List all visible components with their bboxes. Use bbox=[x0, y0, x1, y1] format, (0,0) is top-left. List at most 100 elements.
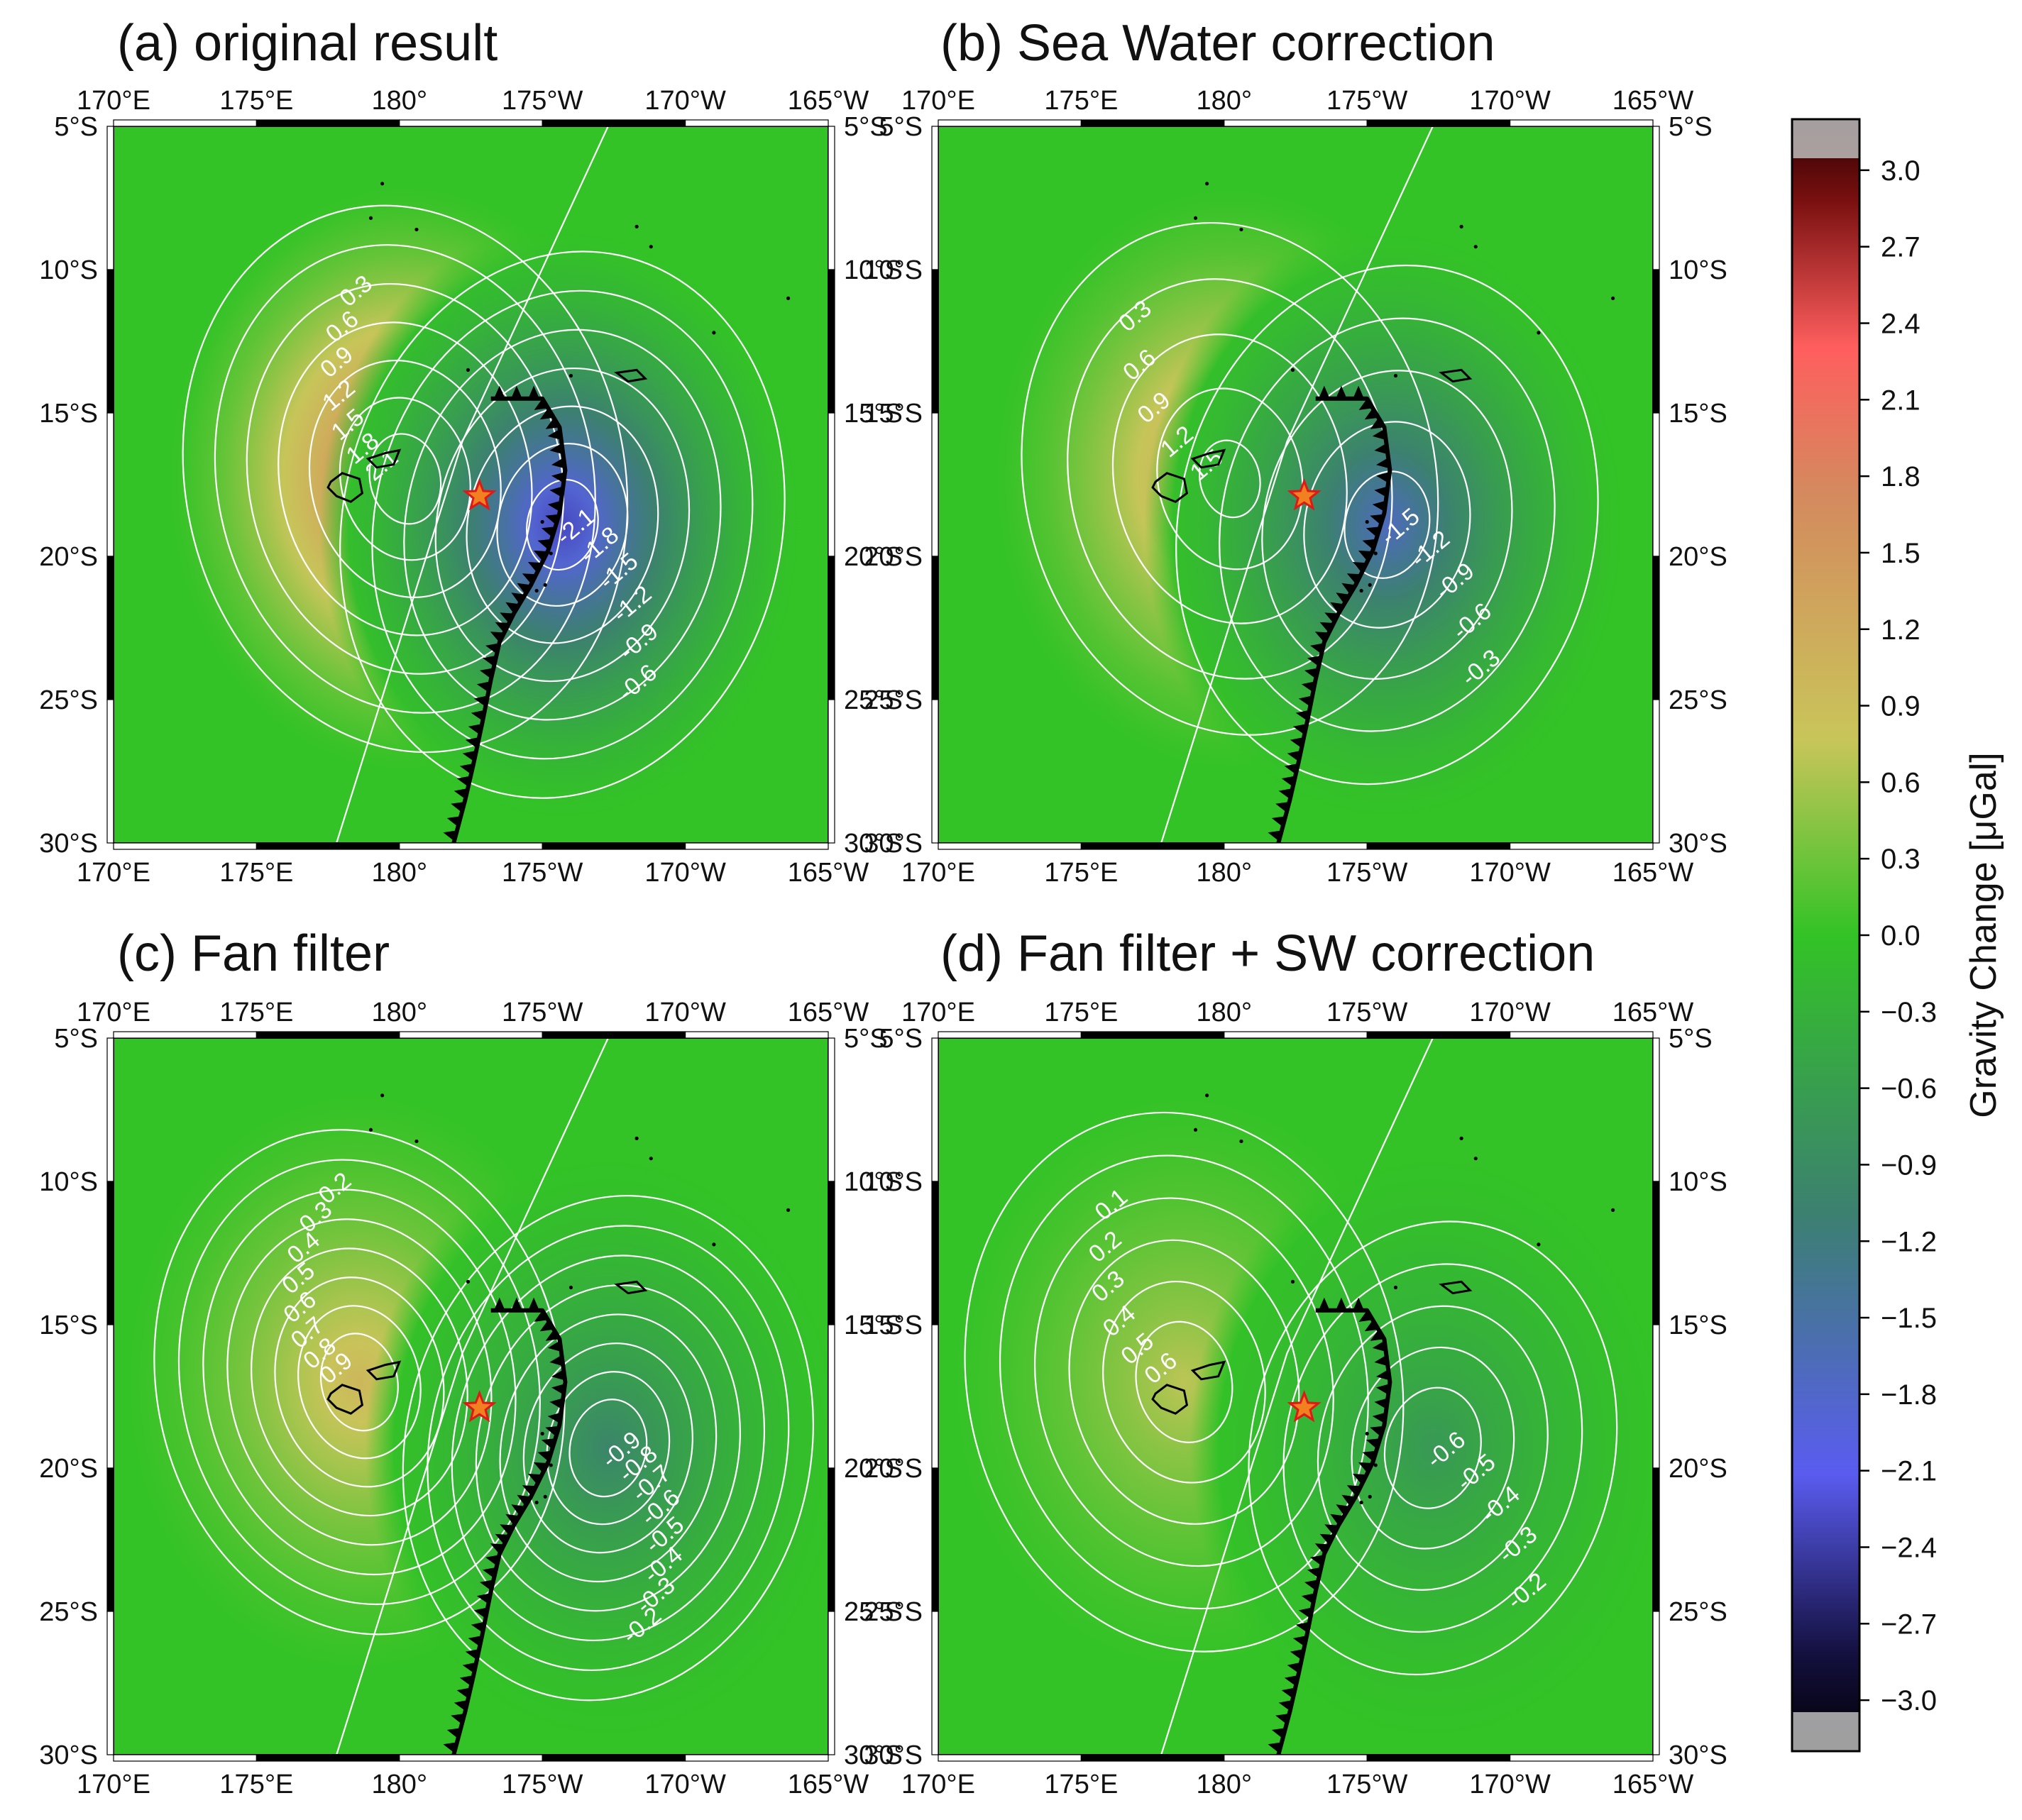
trench-tooth bbox=[505, 602, 520, 614]
trench-tooth bbox=[1281, 776, 1296, 787]
colorbar-tick-label: 0.0 bbox=[1881, 920, 1921, 952]
x-tick-label: 180° bbox=[1196, 998, 1252, 1027]
trench-tooth bbox=[1372, 1340, 1386, 1352]
trench-tooth bbox=[517, 1494, 532, 1506]
contour-line bbox=[182, 204, 629, 754]
y-tick-label: 15°S bbox=[864, 1311, 923, 1340]
y-tick-label: 20°S bbox=[864, 542, 923, 572]
frame-segment bbox=[106, 1467, 114, 1612]
panel-a: (a) original result2.11.81.51.20.90.60.3… bbox=[39, 15, 903, 888]
island-dot bbox=[368, 1127, 373, 1132]
frame-segment bbox=[106, 699, 114, 844]
island-outline bbox=[1439, 368, 1473, 383]
frame-segment bbox=[938, 1031, 1082, 1039]
trench-tooth bbox=[468, 724, 483, 735]
trench-tooth bbox=[446, 816, 461, 827]
frame-segment bbox=[828, 1324, 835, 1469]
contour-line bbox=[1383, 1386, 1482, 1509]
contour-line bbox=[368, 433, 442, 525]
island-dot bbox=[534, 588, 539, 593]
contour-line bbox=[546, 1371, 671, 1526]
trench-tooth bbox=[1330, 1513, 1344, 1526]
trench-tooth bbox=[527, 562, 542, 573]
colorbar-tick-label: 3.0 bbox=[1881, 155, 1921, 187]
contour-line bbox=[525, 478, 599, 571]
island-dot bbox=[1205, 1093, 1209, 1098]
frame-segment bbox=[828, 412, 835, 557]
y-tick-label: 30°S bbox=[1669, 829, 1727, 859]
x-tick-label: 180° bbox=[1196, 86, 1252, 116]
panel-a-title: (a) original result bbox=[117, 15, 498, 72]
y-tick-label: 5°S bbox=[844, 112, 888, 142]
trench-tooth bbox=[454, 788, 468, 800]
trench-tooth bbox=[495, 1533, 510, 1545]
panel-d-title: (d) Fan filter + SW correction bbox=[940, 925, 1595, 982]
y-tick-label: 20°S bbox=[844, 542, 903, 572]
x-tick-label: 170°E bbox=[77, 858, 150, 888]
frame-segment bbox=[931, 126, 939, 270]
contour-line bbox=[371, 289, 754, 760]
frame-segment bbox=[1224, 119, 1368, 127]
trench-tooth bbox=[480, 668, 494, 679]
contour-line bbox=[1261, 370, 1513, 680]
trench-tooth bbox=[1304, 668, 1319, 679]
island-dot bbox=[1459, 224, 1463, 228]
island-dot bbox=[1368, 1494, 1372, 1499]
frame-segment bbox=[931, 412, 939, 557]
contour-line bbox=[177, 1159, 541, 1606]
trench-tooth bbox=[500, 612, 514, 624]
trench-tooth bbox=[511, 592, 525, 605]
island-dot bbox=[466, 1279, 471, 1284]
trench-tooth bbox=[483, 655, 497, 667]
x-tick-label: 175°E bbox=[1044, 86, 1118, 116]
colorbar-tick-label: −1.5 bbox=[1881, 1303, 1937, 1334]
contour-line bbox=[451, 1254, 766, 1641]
trench-tooth bbox=[1307, 655, 1322, 667]
trench-tooth bbox=[1319, 385, 1330, 399]
x-tick-label: 170°W bbox=[1469, 86, 1551, 116]
trench-tooth bbox=[1372, 429, 1386, 440]
trench-tooth bbox=[465, 1649, 480, 1660]
trench-tooth bbox=[539, 408, 554, 420]
x-tick-label: 170°W bbox=[644, 858, 726, 888]
frame-segment bbox=[931, 1611, 939, 1755]
trench-tooth bbox=[1295, 710, 1310, 721]
x-tick-label: 170°E bbox=[77, 1770, 150, 1799]
trench-tooth bbox=[1307, 1567, 1322, 1579]
y-tick-label: 25°S bbox=[844, 685, 903, 715]
y-tick-label: 15°S bbox=[1669, 399, 1727, 429]
contour-line bbox=[403, 329, 722, 721]
trench-tooth bbox=[1284, 763, 1299, 775]
colorbar-tick-label: 0.9 bbox=[1881, 691, 1921, 722]
trench-tooth bbox=[1374, 1355, 1388, 1367]
x-tick-label: 175°W bbox=[502, 86, 583, 116]
trench-tooth bbox=[1304, 1579, 1319, 1591]
frame-segment bbox=[1652, 699, 1660, 844]
island-outline bbox=[366, 1360, 402, 1381]
contour-line bbox=[226, 1218, 493, 1546]
trench-tooth bbox=[1358, 1462, 1373, 1473]
frame-segment bbox=[938, 842, 1082, 850]
island-outline bbox=[366, 448, 402, 469]
trench-tooth bbox=[545, 1425, 559, 1437]
island-outline bbox=[326, 472, 364, 503]
island-dot bbox=[380, 1093, 385, 1098]
trench-tooth bbox=[551, 1369, 566, 1381]
trench-tooth bbox=[1330, 602, 1344, 614]
trench-tooth bbox=[505, 1513, 520, 1526]
colorbar-tick-label: 1.5 bbox=[1881, 538, 1921, 569]
frame-segment bbox=[931, 1324, 939, 1469]
frame-segment bbox=[1080, 842, 1225, 850]
trench-tooth bbox=[1319, 622, 1334, 633]
trench-tooth bbox=[1314, 632, 1329, 643]
trench-tooth bbox=[1370, 1329, 1385, 1341]
trench-tooth bbox=[1353, 385, 1364, 399]
y-tick-label: 10°S bbox=[39, 1167, 98, 1197]
frame-segment bbox=[1366, 1031, 1511, 1039]
contour-line bbox=[214, 244, 596, 714]
trench-tooth bbox=[1295, 1621, 1310, 1633]
frame-segment bbox=[113, 1031, 257, 1039]
trench-tooth bbox=[490, 632, 505, 643]
x-tick-label: 175°W bbox=[1326, 998, 1408, 1027]
trench-tooth bbox=[551, 1384, 566, 1395]
